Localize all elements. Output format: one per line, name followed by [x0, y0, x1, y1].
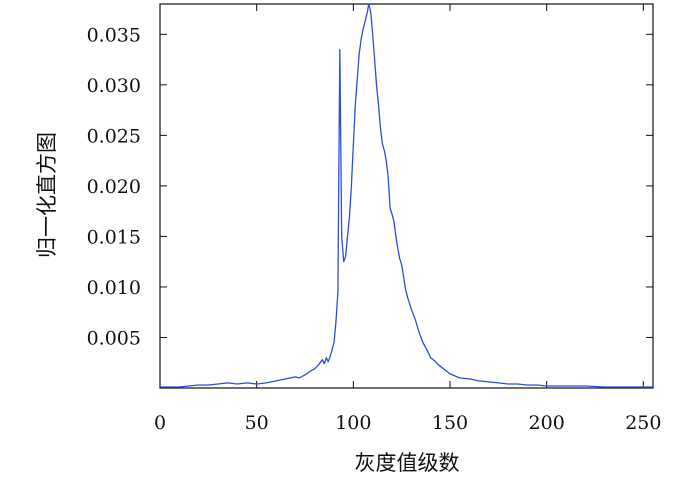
y-axis-label: 归一化直方图 — [35, 132, 59, 258]
x-tick-label: 0 — [154, 412, 166, 434]
x-tick-label: 250 — [625, 412, 661, 434]
y-axis-ticks: 0.005 0.010 0.015 0.020 0.025 0.030 0.035 — [87, 24, 653, 349]
y-tick-label: 0.010 — [87, 277, 141, 299]
y-tick-label: 0.015 — [87, 226, 141, 248]
x-axis-label: 灰度值级数 — [355, 451, 460, 475]
y-tick-label: 0.035 — [87, 24, 141, 46]
x-tick-label: 200 — [529, 412, 565, 434]
series-layer — [160, 3, 653, 388]
x-tick-label: 150 — [432, 412, 468, 434]
plot-frame — [159, 3, 654, 389]
y-tick-label: 0.025 — [87, 125, 141, 147]
y-tick-label: 0.030 — [87, 75, 141, 97]
y-tick-label: 0.005 — [87, 327, 141, 349]
x-axis-ticks: 0 50 100 150 200 250 — [154, 4, 661, 434]
x-tick-label: 100 — [335, 412, 371, 434]
y-tick-label: 0.020 — [87, 176, 141, 198]
plot-border — [159, 3, 654, 389]
series-line-0 — [160, 3, 653, 388]
x-tick-label: 50 — [245, 412, 269, 434]
